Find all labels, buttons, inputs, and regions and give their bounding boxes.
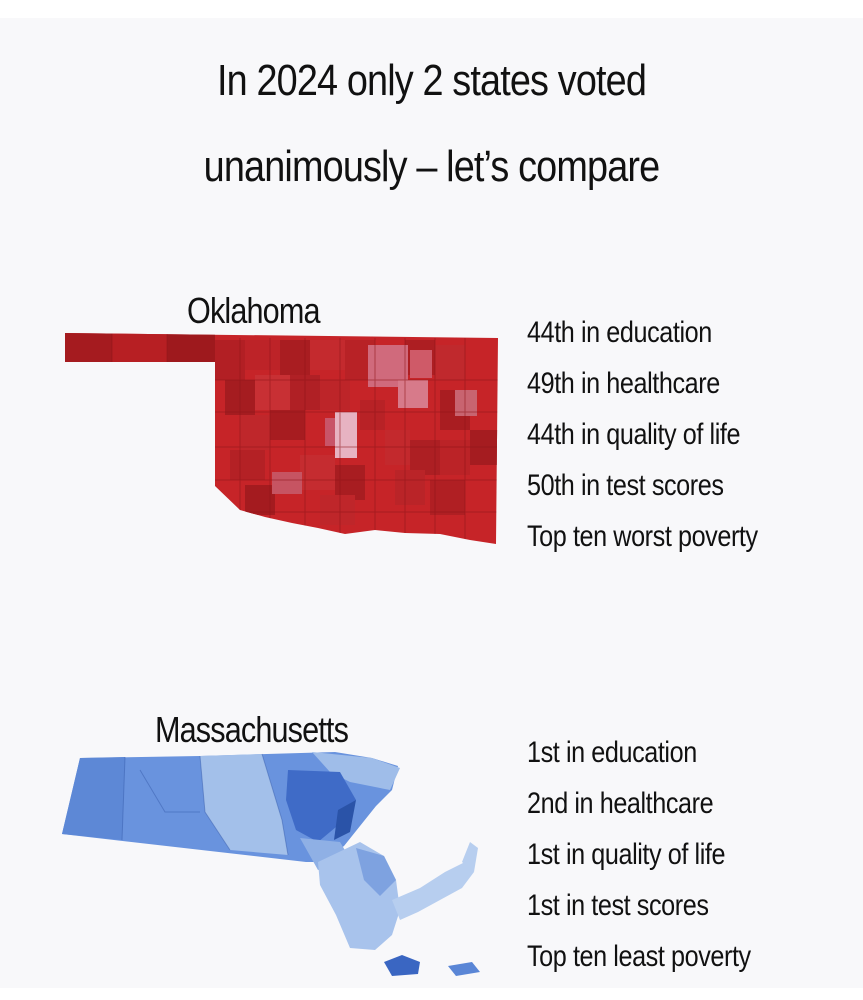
massachusetts-stats-list: 1st in education 2nd in healthcare 1st i… xyxy=(527,727,793,982)
list-item: 2nd in healthcare xyxy=(527,787,714,820)
massachusetts-label: Massachusetts xyxy=(155,709,349,750)
list-item: Top ten worst poverty xyxy=(527,520,758,553)
list-item: 1st in quality of life xyxy=(527,838,726,871)
oklahoma-label: Oklahoma xyxy=(187,290,321,331)
list-item: 44th in education xyxy=(527,316,712,349)
list-item: 44th in quality of life xyxy=(527,418,741,451)
list-item: 49th in healthcare xyxy=(527,367,720,400)
title-line-1: In 2024 only 2 states voted xyxy=(216,56,647,105)
title-line-2: unanimously – let’s compare xyxy=(203,142,660,191)
list-item: 1st in education xyxy=(527,736,697,769)
list-item: Top ten least poverty xyxy=(527,940,751,973)
list-item: 1st in test scores xyxy=(527,889,709,922)
list-item: 50th in test scores xyxy=(527,469,724,502)
oklahoma-stats-list: 44th in education 49th in healthcare 44t… xyxy=(527,307,802,562)
page-title: In 2024 only 2 states voted unanimously … xyxy=(60,38,802,210)
